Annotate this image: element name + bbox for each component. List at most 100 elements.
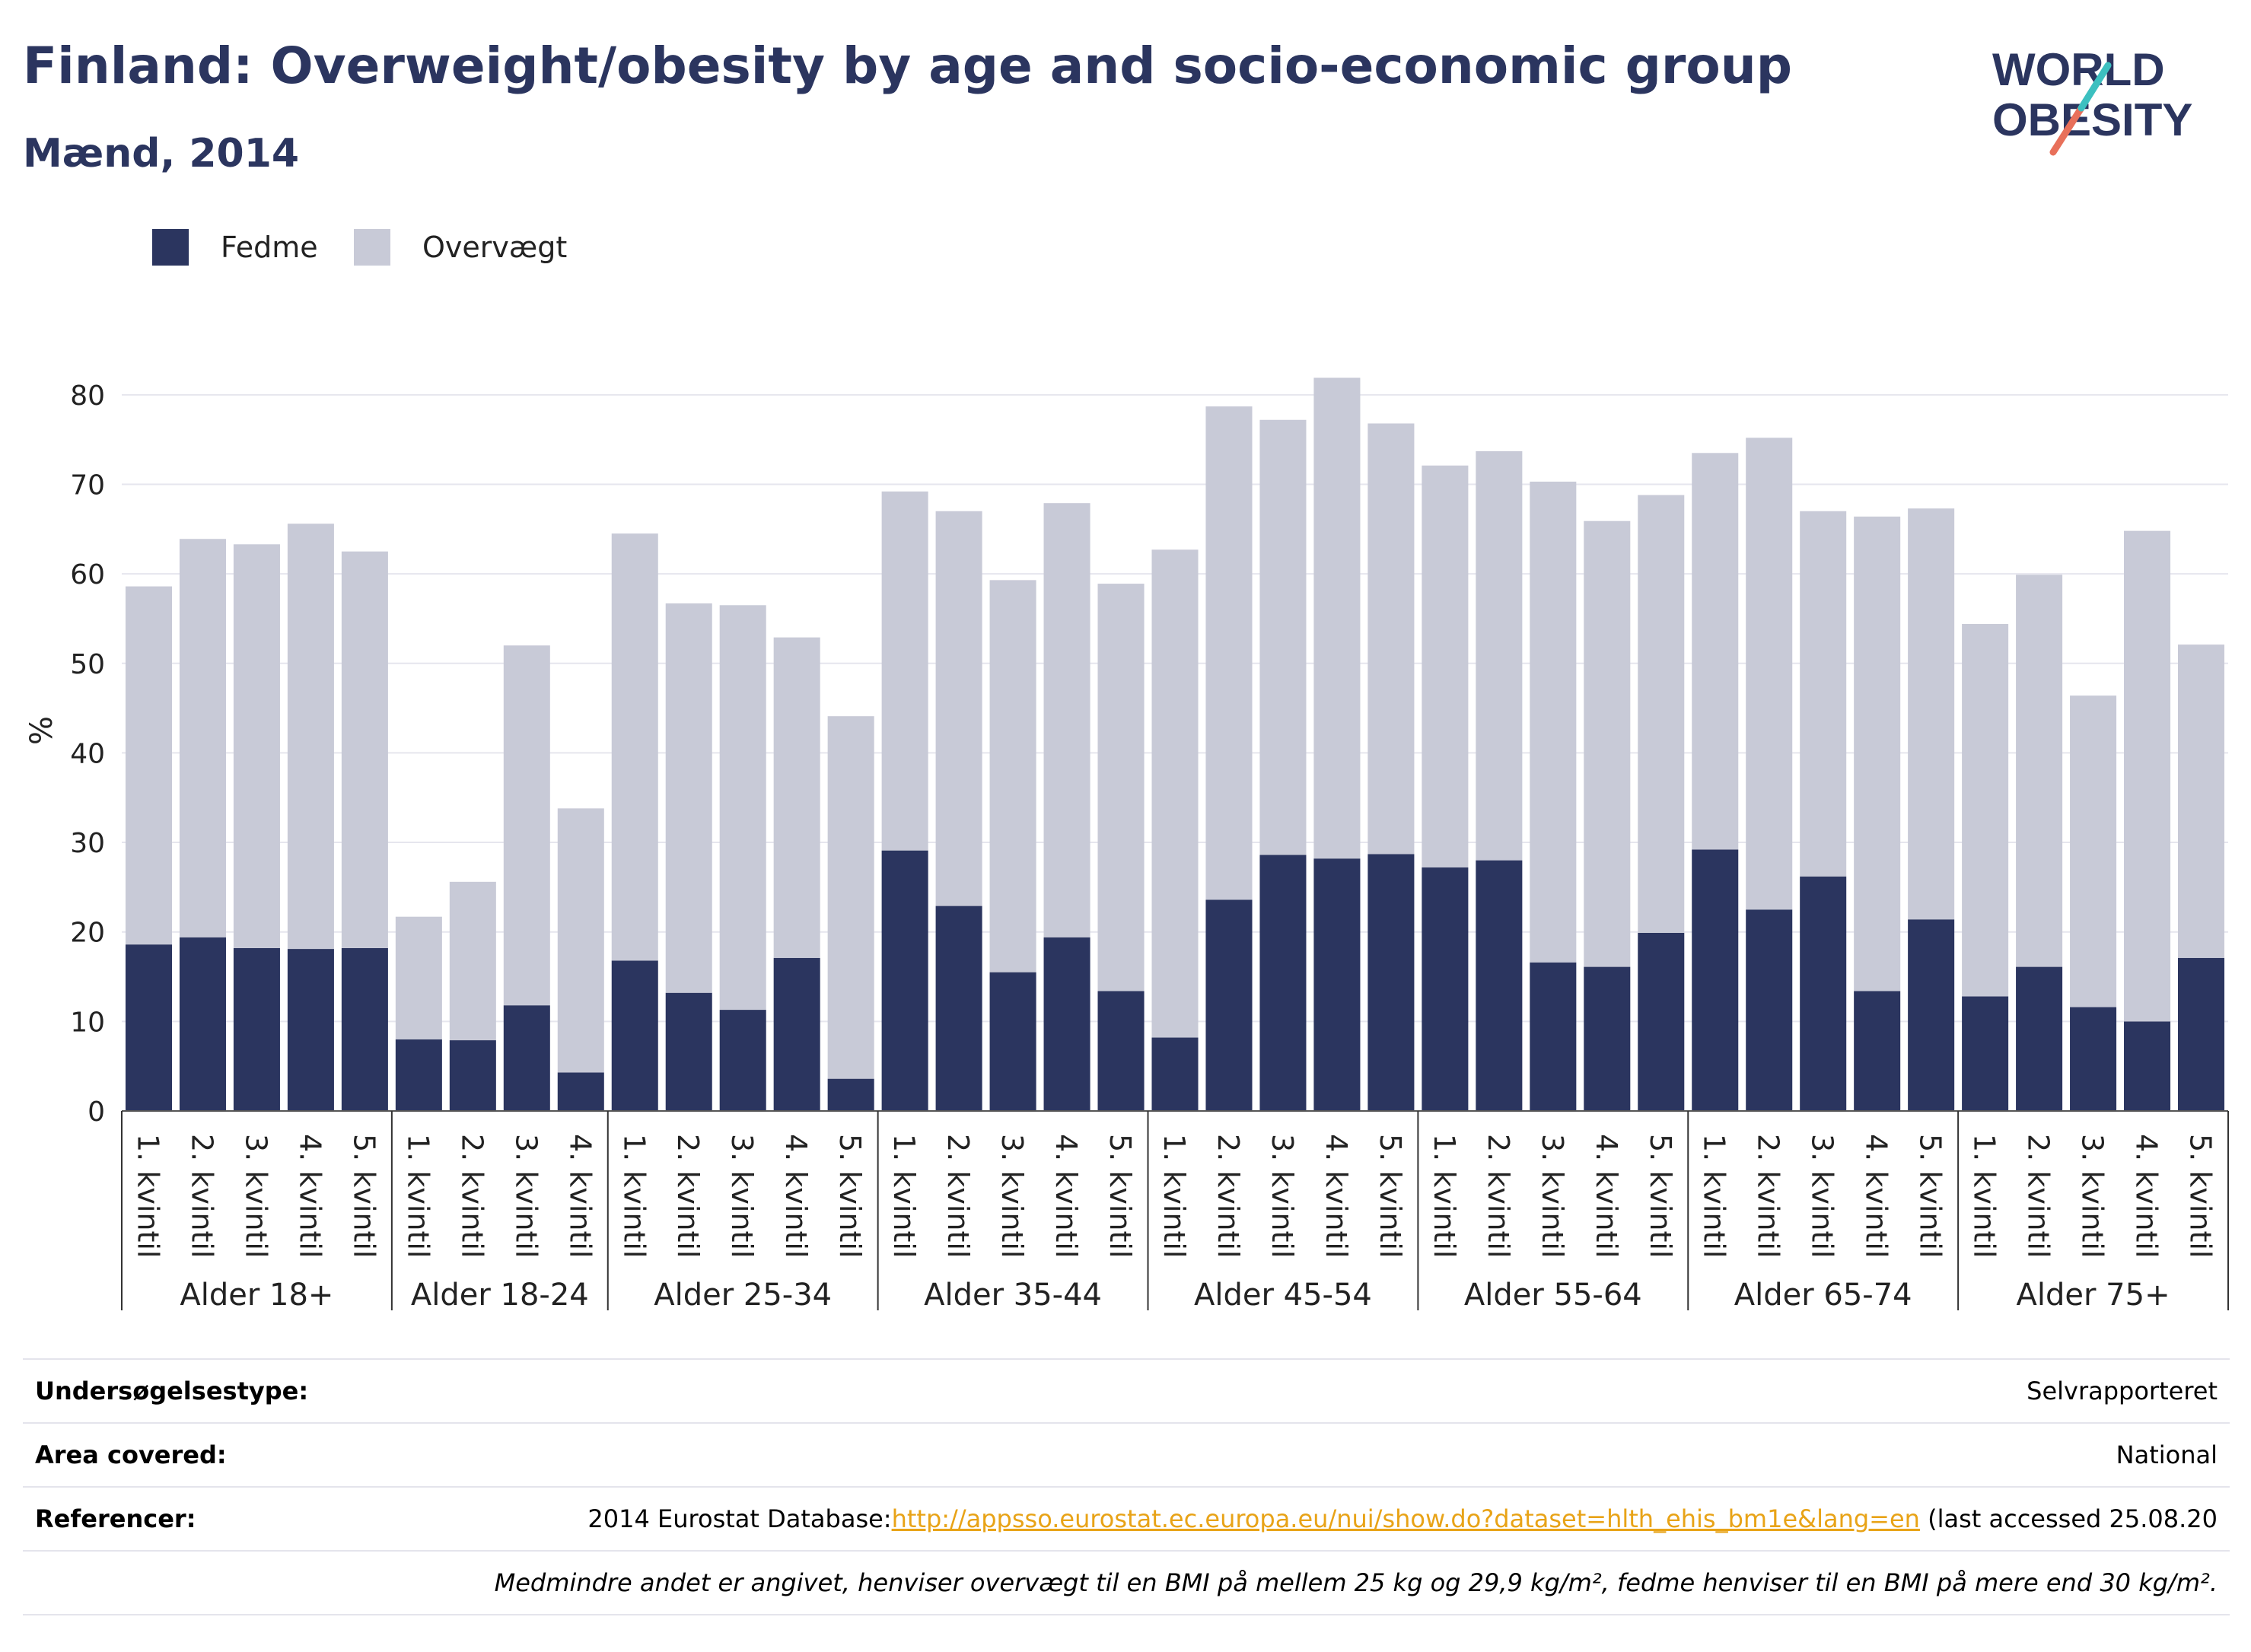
bar-overvaegt (1908, 508, 1955, 920)
bar-overvaegt (1367, 423, 1415, 855)
x-tick-label: 4. kvintil (2130, 1134, 2163, 1259)
bar-overvaegt (1746, 438, 1793, 910)
bar-overvaegt (1854, 516, 1901, 992)
bar-fedme (1313, 858, 1361, 1111)
bar-overvaegt (557, 808, 604, 1073)
x-tick-label: 5. kvintil (2184, 1134, 2218, 1259)
y-tick-label: 0 (88, 1097, 105, 1128)
group-label: Alder 25-34 (654, 1278, 832, 1313)
bar-overvaegt (719, 605, 766, 1011)
x-tick-label: 4. kvintil (563, 1134, 597, 1259)
bar-overvaegt (1530, 481, 1577, 963)
bar-overvaegt (395, 916, 442, 1039)
x-tick-label: 3. kvintil (1266, 1134, 1299, 1259)
stacked-bar-chart: 0 10 20 30 40 50 60 70 80% 1. kvintil 2. kvintil 3.… (24, 377, 2229, 1313)
bar-fedme (1151, 1037, 1199, 1111)
group-label: Alder 18+ (180, 1278, 333, 1313)
bar-fedme (1854, 991, 1901, 1111)
bar-fedme (1746, 909, 1793, 1111)
x-tick-label: 2. kvintil (941, 1134, 975, 1259)
x-tick-label: 5. kvintil (347, 1134, 380, 1259)
bar-fedme (449, 1040, 496, 1111)
definition-note: Medmindre andet er angivet, henviser ove… (494, 1568, 2218, 1597)
world-obesity-logo: WORLD OBESITY (1992, 44, 2192, 156)
x-tick-label: 4. kvintil (1320, 1134, 1353, 1259)
x-tick-label: 2. kvintil (671, 1134, 705, 1259)
bar-fedme (395, 1039, 442, 1111)
bar-overvaegt (1800, 511, 1847, 877)
y-tick-label: 20 (70, 918, 105, 949)
group-label: Alder 45-54 (1194, 1278, 1372, 1313)
bar-overvaegt (773, 637, 820, 958)
x-tick-label: 3. kvintil (509, 1134, 543, 1259)
x-tick-label: 4. kvintil (293, 1134, 326, 1259)
bar-fedme (1259, 855, 1307, 1111)
bar-fedme (1422, 867, 1469, 1111)
bar-fedme (2016, 966, 2063, 1111)
bar-overvaegt (1097, 584, 1145, 992)
y-tick-label: 80 (70, 380, 105, 412)
x-tick-label: 3. kvintil (995, 1134, 1029, 1259)
legend-label: Fedme (221, 231, 318, 264)
y-tick-label: 30 (70, 828, 105, 859)
bar-fedme (1692, 849, 1739, 1111)
bar-overvaegt (665, 603, 712, 993)
x-tick-label: 3. kvintil (1806, 1134, 1839, 1259)
meta-value: National (2116, 1440, 2218, 1469)
bar-overvaegt (1422, 465, 1469, 867)
bar-overvaegt (1313, 377, 1361, 859)
legend-swatch-fedme (152, 229, 189, 266)
bar-overvaegt (2070, 695, 2117, 1007)
x-tick-label: 2. kvintil (455, 1134, 489, 1259)
x-tick-label: 2. kvintil (1211, 1134, 1245, 1259)
bar-fedme (1097, 991, 1145, 1111)
bar-fedme (2070, 1007, 2117, 1111)
x-tick-label: 5. kvintil (833, 1134, 867, 1259)
legend-label: Overvægt (422, 231, 568, 264)
bar-fedme (773, 957, 820, 1111)
x-tick-label: 1. kvintil (887, 1134, 921, 1259)
bar-fedme (1638, 932, 1685, 1111)
x-tick-label: 5. kvintil (1374, 1134, 1407, 1259)
meta-label: Undersøgelsestype: (35, 1377, 309, 1405)
y-tick-label: 40 (70, 738, 105, 769)
bar-overvaegt (125, 586, 173, 945)
meta-row-survey-type: Undersøgelsestype: Selvrapporteret (23, 1358, 2230, 1422)
bar-overvaegt (233, 544, 280, 948)
bar-overvaegt (1962, 624, 2009, 997)
x-tick-label: 5. kvintil (1644, 1134, 1677, 1259)
meta-row-note: Medmindre andet er angivet, henviser ove… (23, 1550, 2230, 1615)
bar-fedme (1043, 937, 1090, 1111)
bar-overvaegt (503, 645, 550, 1006)
x-tick-label: 1. kvintil (131, 1134, 164, 1259)
page-title: Finland: Overweight/obesity by age and s… (23, 37, 1792, 95)
bar-overvaegt (1259, 419, 1307, 855)
bar-overvaegt (1584, 520, 1631, 967)
bar-fedme (341, 947, 388, 1111)
bar-overvaegt (287, 524, 334, 950)
reference-prefix: 2014 Eurostat Database: (587, 1504, 892, 1533)
x-tick-label: 3. kvintil (239, 1134, 272, 1259)
x-tick-label: 4. kvintil (1590, 1134, 1623, 1259)
bar-fedme (125, 944, 173, 1111)
bar-fedme (935, 906, 982, 1111)
bar-fedme (1530, 962, 1577, 1111)
bar-fedme (1908, 919, 1955, 1111)
bar-overvaegt (1692, 453, 1739, 850)
x-tick-label: 4. kvintil (1860, 1134, 1893, 1259)
bar-fedme (1962, 996, 2009, 1111)
bar-overvaegt (1043, 503, 1090, 937)
bar-fedme (1367, 854, 1415, 1111)
legend-item-fedme[interactable]: Fedme (152, 228, 318, 266)
bar-overvaegt (935, 511, 982, 906)
reference-link[interactable]: http://appsso.eurostat.ec.europa.eu/nui/… (891, 1504, 1920, 1533)
bar-fedme (827, 1078, 874, 1111)
x-tick-label: 3. kvintil (1536, 1134, 1569, 1259)
group-label: Alder 18-24 (411, 1278, 589, 1313)
legend-item-overvaegt[interactable]: Overvægt (354, 228, 567, 266)
page-subtitle: Mænd, 2014 (23, 131, 300, 177)
logo-line1: WORLD (1992, 44, 2165, 95)
group-label: Alder 35-44 (924, 1278, 1102, 1313)
y-tick-label: 60 (70, 559, 105, 590)
y-tick-label: 50 (70, 649, 105, 680)
